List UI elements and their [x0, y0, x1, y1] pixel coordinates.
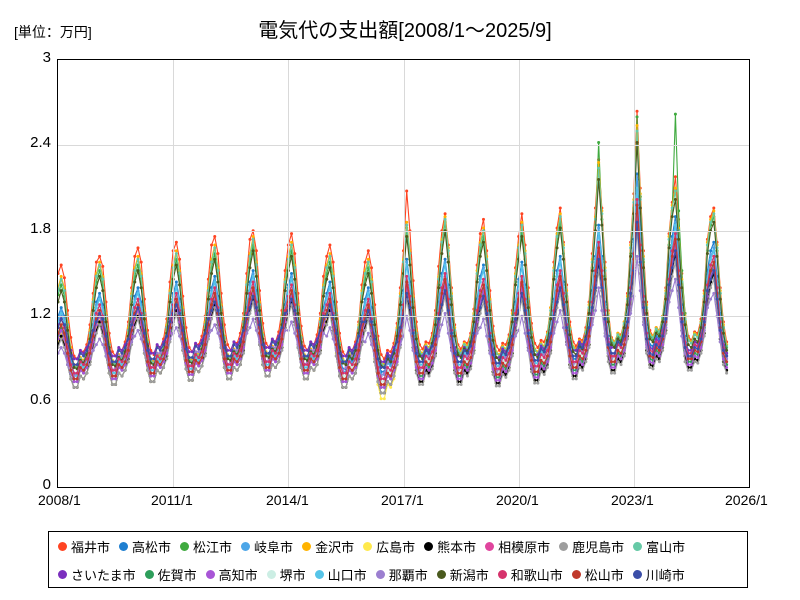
legend-marker-icon [436, 569, 446, 579]
legend-label: さいたま市 [71, 567, 136, 583]
legend-marker-icon [119, 541, 129, 551]
legend-marker-icon [363, 541, 373, 551]
legend-label: 金沢市 [315, 539, 355, 555]
legend-item[interactable]: 佐賀市 [144, 565, 197, 584]
legend-marker-icon [302, 541, 312, 551]
y-tick-label: 2.4 [30, 134, 51, 152]
x-tick-label: 2011/1 [151, 492, 193, 508]
legend-marker-icon [375, 569, 385, 579]
legend-marker-icon [485, 541, 495, 551]
legend-marker-icon [314, 569, 324, 579]
legend-row: 福井市 高松市 松江市 岐阜市 金沢市 広島市 熊本市 相模原市 鹿児島市 富山市 [49, 532, 747, 560]
legend-marker-icon [144, 569, 154, 579]
legend-marker-icon [497, 569, 507, 579]
legend-marker-icon [266, 569, 276, 579]
chart-title: 電気代の支出額[2008/1～2025/9] [0, 14, 800, 43]
legend-item[interactable]: 高松市 [119, 537, 171, 556]
y-tick-label: 0 [42, 476, 51, 493]
legend-item[interactable]: 松山市 [571, 565, 624, 584]
series-layer [58, 109, 729, 401]
x-tick-label: 2026/1 [725, 492, 768, 508]
legend-item[interactable]: 松江市 [180, 537, 232, 556]
legend-label: 松山市 [584, 567, 624, 583]
legend-marker-icon [424, 541, 434, 551]
legend-label: 山口市 [327, 567, 367, 583]
legend-item[interactable]: 金沢市 [302, 537, 354, 556]
legend-marker-icon [58, 541, 67, 551]
legend-marker-icon [571, 569, 581, 579]
legend-marker-icon [633, 541, 643, 551]
legend-item[interactable]: 堺市 [266, 565, 306, 584]
legend-label: 広島市 [376, 539, 416, 555]
y-axis-unit-label: [単位：万円] [14, 24, 92, 40]
legend-label: 相模原市 [498, 539, 551, 555]
y-gridline [58, 316, 749, 317]
y-gridline [58, 231, 749, 232]
legend-item[interactable]: 新潟市 [436, 565, 489, 584]
legend-marker-icon [58, 569, 67, 579]
series-line [58, 203, 729, 387]
legend-item[interactable]: 鹿児島市 [559, 537, 624, 556]
legend-item[interactable]: 和歌山市 [497, 565, 563, 584]
legend-item[interactable]: 富山市 [633, 537, 685, 556]
legend-marker-icon [180, 541, 190, 551]
legend-marker-icon [241, 541, 251, 551]
legend-label: 那覇市 [388, 567, 428, 583]
legend-label: 新潟市 [449, 567, 489, 583]
x-gridline [404, 60, 405, 487]
legend-item[interactable]: 山口市 [314, 565, 367, 584]
legend-item[interactable]: 高知市 [205, 565, 258, 584]
x-tick-label: 2020/1 [496, 492, 539, 508]
legend-row: さいたま市 佐賀市 高知市 堺市 山口市 那覇市 新潟市 和歌山市 松山市 川崎市 [49, 560, 747, 588]
legend-item[interactable]: 相模原市 [485, 537, 550, 556]
y-tick-label: 1.2 [30, 305, 51, 323]
y-tick-label: 1.8 [30, 219, 51, 237]
legend-label: 岐阜市 [254, 539, 294, 555]
chart-title-text: 電気代の支出額[2008/1～2025/9] [258, 20, 552, 42]
x-tick-label: 2014/1 [266, 492, 309, 508]
x-gridline [519, 60, 520, 487]
legend-label: 堺市 [279, 567, 306, 583]
y-gridline [58, 145, 749, 146]
legend: 福井市 高松市 松江市 岐阜市 金沢市 広島市 熊本市 相模原市 鹿児島市 富山市 さいたま市 佐賀… [48, 531, 748, 588]
legend-item[interactable]: さいたま市 [58, 565, 136, 584]
legend-label: 福井市 [71, 539, 111, 555]
legend-marker-icon [632, 569, 642, 579]
legend-item[interactable]: 熊本市 [424, 537, 476, 556]
legend-item[interactable]: 福井市 [58, 537, 110, 556]
legend-label: 佐賀市 [157, 567, 197, 583]
x-tick-label: 2017/1 [381, 492, 424, 508]
legend-label: 高松市 [132, 539, 172, 555]
legend-marker-icon [205, 569, 215, 579]
legend-label: 高知市 [218, 567, 258, 583]
legend-label: 松江市 [193, 539, 233, 555]
x-gridline [288, 60, 289, 487]
legend-item[interactable]: 広島市 [363, 537, 415, 556]
x-tick-label: 2008/1 [38, 492, 81, 508]
y-tick-label: 0.6 [30, 390, 51, 408]
series-line [58, 229, 729, 395]
x-gridline [634, 60, 635, 487]
legend-label: 川崎市 [645, 567, 685, 583]
legend-label: 鹿児島市 [572, 539, 625, 555]
legend-label: 熊本市 [437, 539, 477, 555]
legend-marker-icon [559, 541, 569, 551]
series-line [58, 141, 729, 371]
legend-item[interactable]: 岐阜市 [241, 537, 293, 556]
x-tick-label: 2023/1 [611, 492, 654, 508]
legend-label: 富山市 [646, 539, 686, 555]
legend-item[interactable]: 那覇市 [375, 565, 428, 584]
plot-area [57, 59, 750, 488]
y-gridline [58, 402, 749, 403]
legend-item[interactable]: 川崎市 [632, 565, 685, 584]
x-gridline [173, 60, 174, 487]
legend-label: 和歌山市 [510, 567, 563, 583]
y-tick-label: 3 [42, 49, 51, 66]
